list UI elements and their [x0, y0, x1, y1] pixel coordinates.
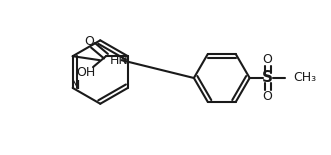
Text: O: O	[262, 53, 272, 66]
Text: O: O	[262, 90, 272, 103]
Text: O: O	[84, 35, 94, 48]
Text: N: N	[71, 79, 80, 92]
Text: HN: HN	[110, 54, 128, 67]
Text: S: S	[262, 71, 273, 86]
Text: CH₃: CH₃	[294, 71, 316, 84]
Text: OH: OH	[76, 66, 96, 79]
